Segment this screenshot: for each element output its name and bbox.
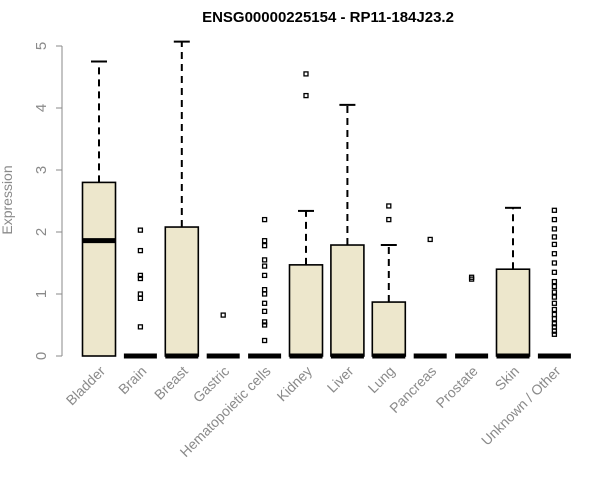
outlier-point (303, 71, 309, 77)
outlier-point (551, 316, 558, 322)
outlier-point (220, 312, 226, 318)
outlier-point (261, 291, 268, 297)
outlier-point (386, 216, 392, 223)
box-rect (495, 268, 531, 357)
box-pancreas (413, 236, 447, 359)
x-tick-label: Kidney (274, 363, 316, 405)
y-axis: 0 1 2 3 4 5 (33, 42, 63, 360)
outlier-point (551, 306, 558, 313)
outlier-point (551, 300, 558, 306)
outlier-point (261, 300, 268, 306)
outlier-point (261, 308, 268, 315)
outlier-point (551, 207, 558, 213)
x-tick-label: Lung (365, 363, 398, 396)
outlier-point (137, 275, 144, 282)
outlier-point (551, 234, 558, 240)
box-skin (495, 206, 531, 359)
outlier-point (551, 311, 558, 318)
outlier-point (137, 227, 144, 233)
boxes-group (81, 40, 571, 359)
outlier-point (551, 294, 558, 300)
outlier-point (303, 92, 309, 99)
outlier-point (386, 203, 392, 209)
chart-title: ENSG00000225154 - RP11-184J23.2 (202, 9, 454, 26)
box-liver (330, 103, 365, 359)
y-tick-label: 2 (33, 228, 50, 236)
box-rect (371, 301, 407, 357)
outlier-point (261, 322, 268, 328)
x-tick-label: Liver (324, 363, 357, 396)
y-tick-label: 4 (33, 104, 50, 112)
outlier-point (137, 272, 144, 279)
x-tick-label: Unknown / Other (478, 363, 564, 449)
outlier-point (137, 291, 144, 297)
outlier-point (137, 247, 144, 254)
outlier-point (551, 328, 558, 334)
outlier-point (137, 295, 144, 301)
y-tick-label: 0 (33, 352, 50, 360)
outlier-point (261, 263, 268, 269)
outlier-point (261, 287, 268, 293)
outlier-point (551, 278, 558, 285)
outlier-point (551, 216, 558, 223)
box-unknown-other (537, 207, 571, 359)
box-kidney (288, 71, 324, 359)
outlier-point (551, 269, 558, 275)
outlier-point (551, 321, 558, 327)
outlier-point (551, 331, 558, 337)
outlier-point (137, 324, 144, 330)
y-tick-label: 5 (33, 42, 50, 50)
box-rect (81, 181, 117, 357)
outlier-point (551, 260, 558, 266)
y-tick-label: 3 (33, 166, 50, 174)
x-tick-label: Prostate (433, 363, 481, 411)
outlier-point (261, 337, 268, 344)
y-axis-label: Expression (0, 165, 15, 234)
outlier-point (261, 272, 268, 279)
outlier-point (261, 242, 268, 249)
outlier-point (468, 274, 475, 280)
outlier-point (551, 251, 558, 257)
y-tick-label: 1 (33, 290, 50, 298)
box-prostate (455, 274, 489, 359)
x-tick-label: Breast (151, 363, 191, 403)
outlier-point (551, 226, 558, 232)
outlier-point (427, 236, 433, 243)
box-rect (330, 244, 365, 357)
box-breast (164, 40, 200, 359)
x-tick-label: Bladder (63, 363, 109, 409)
box-gastric (206, 312, 240, 359)
x-tick-label: Skin (492, 363, 523, 394)
outlier-point (551, 283, 558, 290)
box-rect (164, 226, 200, 357)
outlier-point (551, 241, 558, 248)
box-hematopoietic-cells (248, 216, 282, 359)
outlier-point (261, 216, 268, 223)
outlier-point (261, 257, 268, 263)
box-brain (123, 227, 157, 359)
x-tick-label: Brain (115, 363, 149, 397)
box-lung (371, 203, 407, 359)
outlier-point (551, 324, 558, 330)
box-bladder (81, 60, 117, 357)
outlier-point (261, 319, 268, 325)
outlier-point (261, 238, 268, 244)
box-rect (288, 264, 324, 357)
outlier-point (551, 289, 558, 295)
